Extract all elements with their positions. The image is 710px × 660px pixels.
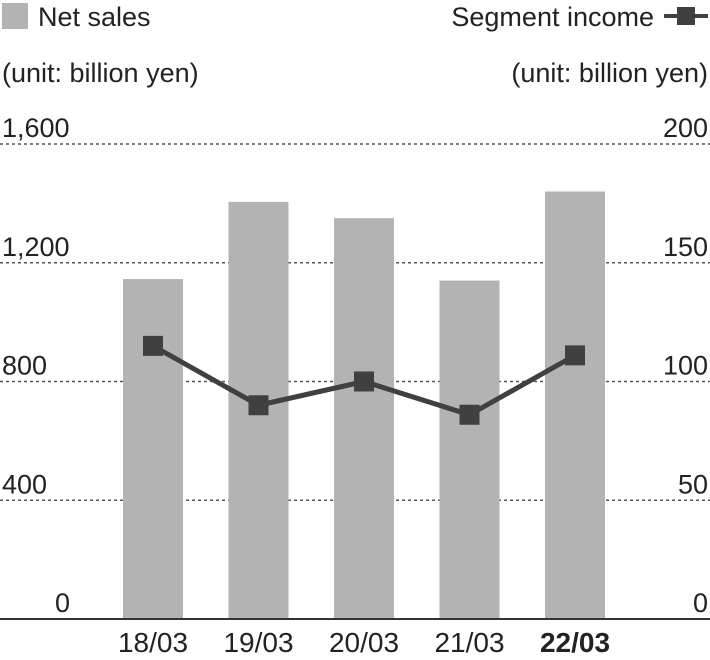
point-segment-income-21-03 <box>459 404 480 425</box>
legend: Net sales Segment income <box>2 2 708 32</box>
right-tick-label: 100 <box>663 351 708 381</box>
bar-net-sales-18-03 <box>123 279 183 619</box>
segment-income-line <box>143 335 585 425</box>
x-tick-label-22-03: 22/03 <box>540 627 610 658</box>
point-segment-income-22-03 <box>565 345 585 366</box>
point-segment-income-18-03 <box>143 335 163 356</box>
left-tick-label: 800 <box>2 351 47 381</box>
legend-segment-income-marker <box>677 7 695 25</box>
right-axis-unit-label: (unit: billion yen) <box>511 58 708 88</box>
legend-segment-income-label: Segment income <box>451 2 654 32</box>
bar-net-sales-22-03 <box>545 191 605 619</box>
right-axis-ticks: 0 50 100 150 200 <box>663 113 708 618</box>
bar-net-sales-21-03 <box>439 280 500 619</box>
x-tick-label-21-03: 21/03 <box>434 627 504 658</box>
point-segment-income-19-03 <box>248 395 269 416</box>
right-tick-label: 150 <box>663 232 708 262</box>
left-tick-label: 400 <box>2 469 47 499</box>
x-tick-label-18-03: 18/03 <box>118 627 188 658</box>
x-tick-label-20-03: 20/03 <box>329 627 399 658</box>
left-tick-label: 1,200 <box>2 232 70 262</box>
right-tick-label: 0 <box>693 588 708 618</box>
point-segment-income-20-03 <box>354 371 374 392</box>
right-tick-label: 200 <box>663 113 708 143</box>
net-sales-bars <box>123 191 605 619</box>
bar-net-sales-20-03 <box>334 218 394 619</box>
x-axis-ticks: 18/03 19/03 20/03 21/03 22/03 <box>118 627 610 658</box>
legend-net-sales-label: Net sales <box>38 2 151 32</box>
left-axis-unit-label: (unit: billion yen) <box>2 58 199 88</box>
left-tick-label: 0 <box>55 588 70 618</box>
right-tick-label: 50 <box>678 469 708 499</box>
left-axis-ticks: 0 400 800 1,200 1,600 <box>2 113 70 618</box>
left-tick-label: 1,600 <box>2 113 70 143</box>
x-tick-label-19-03: 19/03 <box>223 627 293 658</box>
legend-net-sales-swatch <box>2 3 28 29</box>
